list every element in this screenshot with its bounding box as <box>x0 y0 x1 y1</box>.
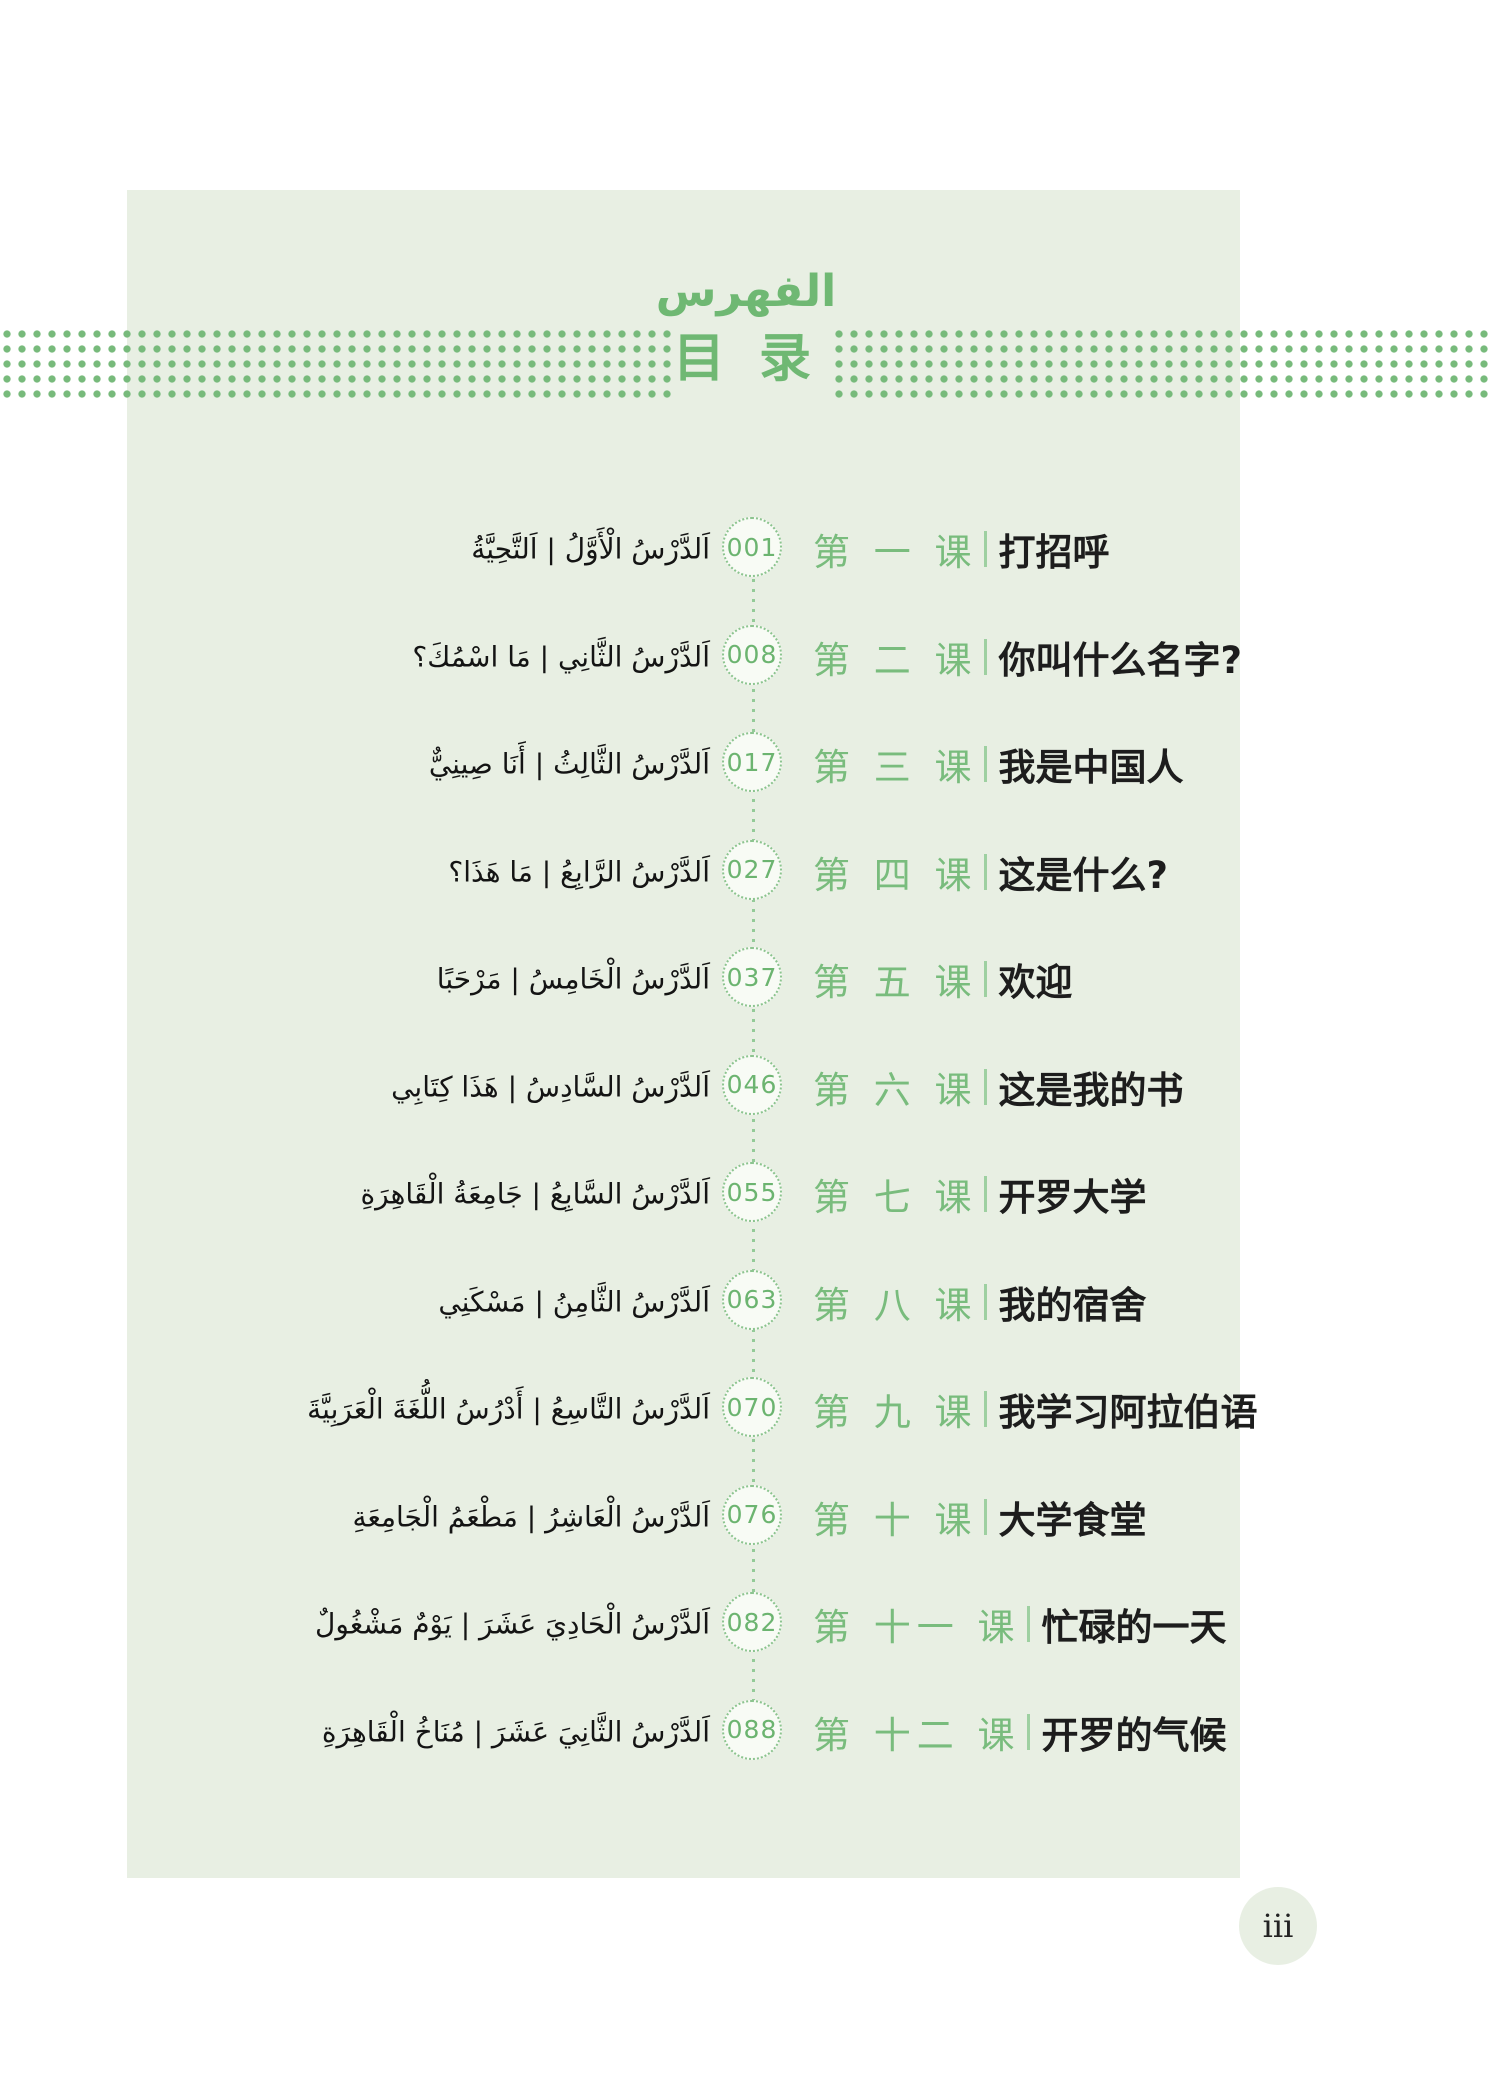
toc-entry-title-chinese: 欢迎 <box>998 961 1073 1004</box>
toc-entry-chinese: 第 七 课 开罗大学 <box>813 1167 1147 1221</box>
toc-entry-page-number: 055 <box>726 1177 778 1207</box>
toc-entry-chinese: 第 一 课 打招呼 <box>813 522 1110 576</box>
toc-entry-lesson-label: 第 七 课 <box>813 1176 978 1219</box>
toc-entry-page-number: 027 <box>726 855 778 884</box>
toc-entry-title-chinese: 大学食堂 <box>998 1498 1147 1542</box>
toc-entry-page-number: 076 <box>726 1500 778 1529</box>
separator-bar <box>983 531 987 567</box>
toc-entry-page-badge: 008 <box>722 624 782 685</box>
separator-bar <box>983 1391 987 1427</box>
toc-entry-lesson-label: 第 五 课 <box>813 961 978 1004</box>
toc-entry-lesson-label: 第 三 课 <box>813 746 978 789</box>
separator-bar <box>983 961 987 997</box>
toc-entry-chinese: 第 十 课 大学食堂 <box>813 1490 1147 1544</box>
toc-entry-lesson-label: 第 一 课 <box>813 531 978 574</box>
toc-entry-lesson-label: 第 十一 课 <box>813 1606 1021 1649</box>
toc-entry-title-chinese: 打招呼 <box>998 531 1110 574</box>
dotted-band-left <box>0 327 674 402</box>
separator-bar <box>983 1283 987 1320</box>
toc-entry-chinese: 第 四 课 这是什么? <box>813 845 1168 899</box>
toc-entry-lesson-label: 第 六 课 <box>813 1068 978 1112</box>
separator-bar <box>983 746 987 782</box>
toc-entry-chinese: 第 五 课 欢迎 <box>813 952 1073 1006</box>
page-title-chinese: 目 录 <box>672 329 820 389</box>
page-title-arabic: الفهرس <box>655 266 837 317</box>
toc-entry-arabic-title: اَلدَّرْسُ الثَّانِيَ عَشَرَ | مُنَاخُ ا… <box>321 1714 710 1748</box>
toc-entry-title-chinese: 这是什么? <box>998 853 1168 897</box>
toc-entry-page-number: 063 <box>726 1285 778 1314</box>
toc-entry-page-badge: 063 <box>722 1269 782 1330</box>
toc-entry-lesson-label: 第 二 课 <box>813 638 978 682</box>
dotted-connector-line <box>752 549 755 1732</box>
toc-entry-page-badge: 082 <box>722 1592 782 1652</box>
toc-entry-arabic-title: اَلدَّرْسُ الْحَادِيَ عَشَرَ | يَوْمٌ مَ… <box>315 1607 710 1641</box>
toc-entry-arabic-title: اَلدَّرْسُ الثَّالِثُ | أَنَا صِينِيٌّ <box>428 747 710 781</box>
toc-entry-arabic-title: اَلدَّرْسُ الْأَوَّلُ | اَلتَّحِيَّةُ <box>471 532 710 566</box>
toc-entry-title-chinese: 这是我的书 <box>998 1068 1184 1112</box>
toc-entry-title-chinese: 我学习阿拉伯语 <box>998 1391 1258 1434</box>
content-panel <box>127 190 1240 1878</box>
toc-entry-page-badge: 017 <box>722 732 782 792</box>
toc-entry-title-chinese: 开罗的气候 <box>1041 1713 1227 1757</box>
toc-entry-page-number: 037 <box>726 962 778 992</box>
dotted-band-right <box>832 327 1492 402</box>
toc-entry-title-chinese: 你叫什么名字? <box>998 638 1242 682</box>
toc-entry-page-badge: 055 <box>722 1162 782 1222</box>
toc-entry-lesson-label: 第 十二 课 <box>813 1713 1021 1757</box>
toc-entry-lesson-label: 第 八 课 <box>813 1283 978 1327</box>
toc-entry-arabic-title: اَلدَّرْسُ الرَّابِعُ | مَا هَذَا؟ <box>448 854 710 888</box>
toc-entry-chinese: 第 十二 课 开罗的气候 <box>813 1705 1227 1759</box>
toc-entry-arabic-title: اَلدَّرْسُ السَّابِعُ | جَامِعَةُ الْقَا… <box>360 1177 710 1211</box>
toc-entry-arabic-title: اَلدَّرْسُ الْخَامِسُ | مَرْحَبًا <box>436 962 710 996</box>
toc-entry-chinese: 第 十一 课 忙碌的一天 <box>813 1597 1227 1651</box>
toc-entry-page-badge: 070 <box>722 1377 782 1437</box>
toc-entry-arabic-title: اَلدَّرْسُ الْعَاشِرُ | مَطْعَمُ الْجَام… <box>352 1499 710 1533</box>
toc-entry-arabic-title: اَلدَّرْسُ التَّاسِعُ | أَدْرُسُ اللُّغَ… <box>307 1392 710 1426</box>
toc-entry-title-chinese: 开罗大学 <box>998 1176 1147 1219</box>
toc-entry-page-number: 046 <box>726 1070 778 1099</box>
toc-entry-arabic-title: اَلدَّرْسُ السَّادِسُ | هَذَا كِتَابِي <box>391 1069 710 1103</box>
separator-bar <box>983 1068 987 1105</box>
toc-entry-page-badge: 027 <box>722 839 782 900</box>
separator-bar <box>1026 1606 1030 1642</box>
toc-entry-page-number: 008 <box>726 640 778 669</box>
separator-bar <box>983 853 987 890</box>
toc-entry-page-badge: 088 <box>722 1699 782 1760</box>
page-number-badge: iii <box>1239 1887 1317 1965</box>
toc-entry-arabic-title: اَلدَّرْسُ الثَّانِي | مَا اسْمُكَ؟ <box>412 639 710 673</box>
separator-bar <box>983 1176 987 1212</box>
toc-entry-lesson-label: 第 十 课 <box>813 1498 978 1542</box>
toc-entry-page-badge: 037 <box>722 947 782 1007</box>
toc-entry-arabic-title: اَلدَّرْسُ الثَّامِنُ | مَسْكَنِي <box>438 1284 710 1318</box>
toc-entry-lesson-label: 第 四 课 <box>813 853 978 897</box>
toc-entry-title-chinese: 我的宿舍 <box>998 1283 1147 1327</box>
separator-bar <box>983 638 987 675</box>
toc-entry-page-number: 070 <box>726 1392 778 1422</box>
toc-entry-title-chinese: 我是中国人 <box>998 746 1184 789</box>
toc-entry-chinese: 第 二 课 你叫什么名字? <box>813 630 1242 684</box>
toc-entry-page-number: 001 <box>726 532 778 562</box>
toc-entry-lesson-label: 第 九 课 <box>813 1391 978 1434</box>
toc-entry-title-chinese: 忙碌的一天 <box>1041 1606 1227 1649</box>
toc-entry-chinese: 第 九 课 我学习阿拉伯语 <box>813 1382 1258 1436</box>
toc-entry-page-number: 017 <box>726 747 778 777</box>
toc-entry-page-badge: 001 <box>722 517 782 577</box>
page-number: iii <box>1262 1907 1294 1945</box>
toc-entry-chinese: 第 八 课 我的宿舍 <box>813 1275 1147 1329</box>
separator-bar <box>983 1498 987 1535</box>
toc-entry-page-number: 088 <box>726 1715 778 1744</box>
toc-entry-page-badge: 076 <box>722 1484 782 1545</box>
separator-bar <box>1026 1713 1030 1750</box>
toc-entry-chinese: 第 三 课 我是中国人 <box>813 737 1184 791</box>
toc-entry-chinese: 第 六 课 这是我的书 <box>813 1060 1184 1114</box>
toc-entry-page-number: 082 <box>726 1607 778 1637</box>
toc-entry-page-badge: 046 <box>722 1054 782 1115</box>
